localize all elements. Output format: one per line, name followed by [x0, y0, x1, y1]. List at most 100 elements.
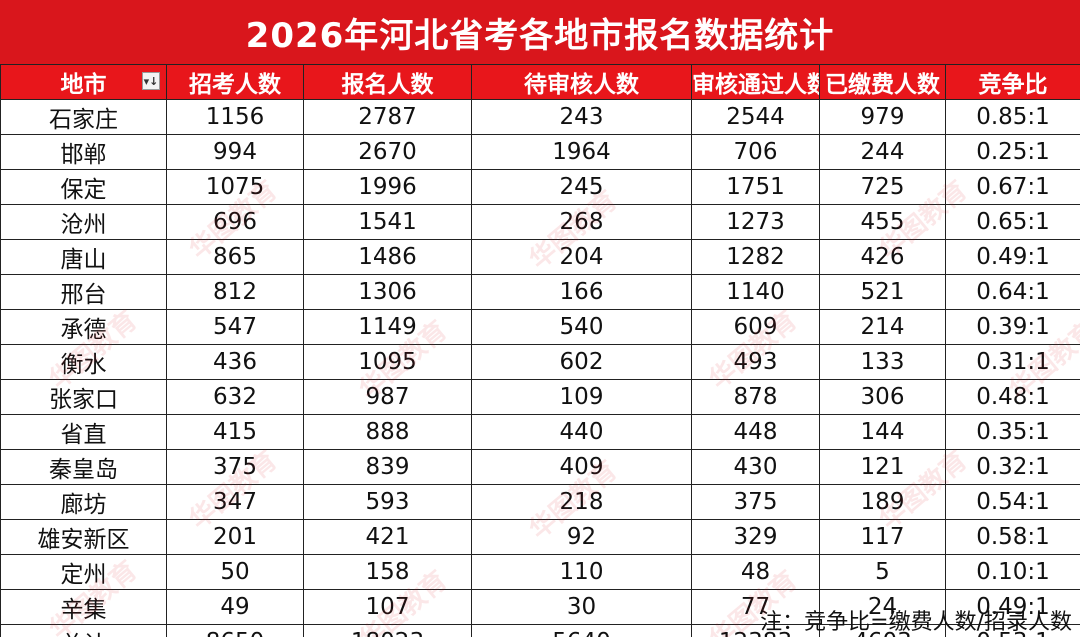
cell-applicants: 1095 — [303, 344, 472, 380]
header-paid: 已缴费人数 — [819, 64, 946, 100]
cell-pending: 166 — [471, 274, 692, 310]
cell-pending: 1964 — [471, 134, 692, 170]
cell-ratio: 0.39:1 — [945, 309, 1080, 345]
table-row: 沧州 696 1541 268 1273 455 0.65:1 — [0, 204, 1080, 240]
cell-approved: 609 — [691, 309, 820, 345]
cell-applicants: 1996 — [303, 169, 472, 205]
table-row: 省直 415 888 440 448 144 0.35:1 — [0, 414, 1080, 450]
cell-paid: 725 — [819, 169, 946, 205]
cell-approved: 2544 — [691, 99, 820, 135]
cell-ratio: 0.32:1 — [945, 449, 1080, 485]
table-body: 石家庄 1156 2787 243 2544 979 0.85:1 邯郸 994 2670 1964… — [0, 99, 1080, 637]
cell-recruit: 812 — [166, 274, 304, 310]
cell-approved: 1282 — [691, 239, 820, 275]
cell-recruit: 49 — [166, 589, 304, 625]
cell-recruit: 632 — [166, 379, 304, 415]
cell-pending: 110 — [471, 554, 692, 590]
cell-recruit: 50 — [166, 554, 304, 590]
table-row: 邯郸 994 2670 1964 706 244 0.25:1 — [0, 134, 1080, 170]
cell-paid: 117 — [819, 519, 946, 555]
page-title: 2026年河北省考各地市报名数据统计 — [0, 0, 1080, 64]
table-row: 邢台 812 1306 166 1140 521 0.64:1 — [0, 274, 1080, 310]
cell-approved: 493 — [691, 344, 820, 380]
table-row: 秦皇岛 375 839 409 430 121 0.32:1 — [0, 449, 1080, 485]
cell-paid: 5 — [819, 554, 946, 590]
cell-paid: 455 — [819, 204, 946, 240]
table-row: 衡水 436 1095 602 493 133 0.31:1 — [0, 344, 1080, 380]
cell-paid: 244 — [819, 134, 946, 170]
cell-ratio: 0.54:1 — [945, 484, 1080, 520]
cell-recruit: 696 — [166, 204, 304, 240]
cell-applicants: 1486 — [303, 239, 472, 275]
cell-paid: 521 — [819, 274, 946, 310]
cell-applicants: 888 — [303, 414, 472, 450]
cell-paid: 214 — [819, 309, 946, 345]
cell-applicants: 839 — [303, 449, 472, 485]
cell-city: 秦皇岛 — [0, 449, 167, 485]
table-row: 承德 547 1149 540 609 214 0.39:1 — [0, 309, 1080, 345]
cell-paid: 24 — [819, 589, 946, 625]
cell-ratio: 0.85:1 — [945, 99, 1080, 135]
cell-recruit: 436 — [166, 344, 304, 380]
cell-recruit: 1156 — [166, 99, 304, 135]
cell-approved: 12383 — [691, 624, 820, 637]
cell-pending: 30 — [471, 589, 692, 625]
cell-applicants: 2670 — [303, 134, 472, 170]
table-row: 廊坊 347 593 218 375 189 0.54:1 — [0, 484, 1080, 520]
cell-paid: 133 — [819, 344, 946, 380]
table-row: 辛集 49 107 30 77 24 0.49:1 — [0, 589, 1080, 625]
cell-city: 邯郸 — [0, 134, 167, 170]
cell-ratio: 0.49:1 — [945, 239, 1080, 275]
table-row: 定州 50 158 110 48 5 0.10:1 — [0, 554, 1080, 590]
cell-approved: 77 — [691, 589, 820, 625]
cell-approved: 329 — [691, 519, 820, 555]
cell-recruit: 994 — [166, 134, 304, 170]
header-ratio: 竞争比 — [945, 64, 1080, 100]
cell-ratio: 0.35:1 — [945, 414, 1080, 450]
table-row: 石家庄 1156 2787 243 2544 979 0.85:1 — [0, 99, 1080, 135]
cell-city: 定州 — [0, 554, 167, 590]
cell-paid: 121 — [819, 449, 946, 485]
cell-recruit: 1075 — [166, 169, 304, 205]
cell-city: 沧州 — [0, 204, 167, 240]
header-city: 地市 ▾↓ — [0, 64, 167, 100]
cell-pending: 540 — [471, 309, 692, 345]
cell-ratio: 0.48:1 — [945, 379, 1080, 415]
cell-paid: 426 — [819, 239, 946, 275]
cell-applicants: 987 — [303, 379, 472, 415]
cell-city: 唐山 — [0, 239, 167, 275]
cell-paid: 4603 — [819, 624, 946, 637]
cell-applicants: 18023 — [303, 624, 472, 637]
cell-ratio: 0.49:1 — [945, 589, 1080, 625]
table-row: 唐山 865 1486 204 1282 426 0.49:1 — [0, 239, 1080, 275]
cell-approved: 1273 — [691, 204, 820, 240]
cell-approved: 48 — [691, 554, 820, 590]
cell-recruit: 375 — [166, 449, 304, 485]
cell-pending: 243 — [471, 99, 692, 135]
cell-approved: 878 — [691, 379, 820, 415]
table-row: 张家口 632 987 109 878 306 0.48:1 — [0, 379, 1080, 415]
cell-applicants: 593 — [303, 484, 472, 520]
cell-recruit: 865 — [166, 239, 304, 275]
cell-ratio: 0.67:1 — [945, 169, 1080, 205]
table-row: 雄安新区 201 421 92 329 117 0.58:1 — [0, 519, 1080, 555]
cell-paid: 306 — [819, 379, 946, 415]
cell-approved: 430 — [691, 449, 820, 485]
cell-city: 雄安新区 — [0, 519, 167, 555]
cell-paid: 189 — [819, 484, 946, 520]
cell-ratio: 0.65:1 — [945, 204, 1080, 240]
cell-city: 总计 — [0, 624, 167, 637]
sort-filter-icon[interactable]: ▾↓ — [142, 72, 160, 90]
cell-applicants: 158 — [303, 554, 472, 590]
cell-ratio: 0.58:1 — [945, 519, 1080, 555]
cell-city: 张家口 — [0, 379, 167, 415]
cell-pending: 409 — [471, 449, 692, 485]
cell-city: 承德 — [0, 309, 167, 345]
cell-pending: 268 — [471, 204, 692, 240]
cell-ratio: 0.31:1 — [945, 344, 1080, 380]
cell-ratio: 0.53:1 — [945, 624, 1080, 637]
cell-pending: 109 — [471, 379, 692, 415]
stats-table: 地市 ▾↓ 招考人数 报名人数 待审核人数 审核通过人数 已缴费人数 竞争比 石… — [0, 64, 1080, 637]
header-approved: 审核通过人数 — [691, 64, 820, 100]
cell-city: 廊坊 — [0, 484, 167, 520]
